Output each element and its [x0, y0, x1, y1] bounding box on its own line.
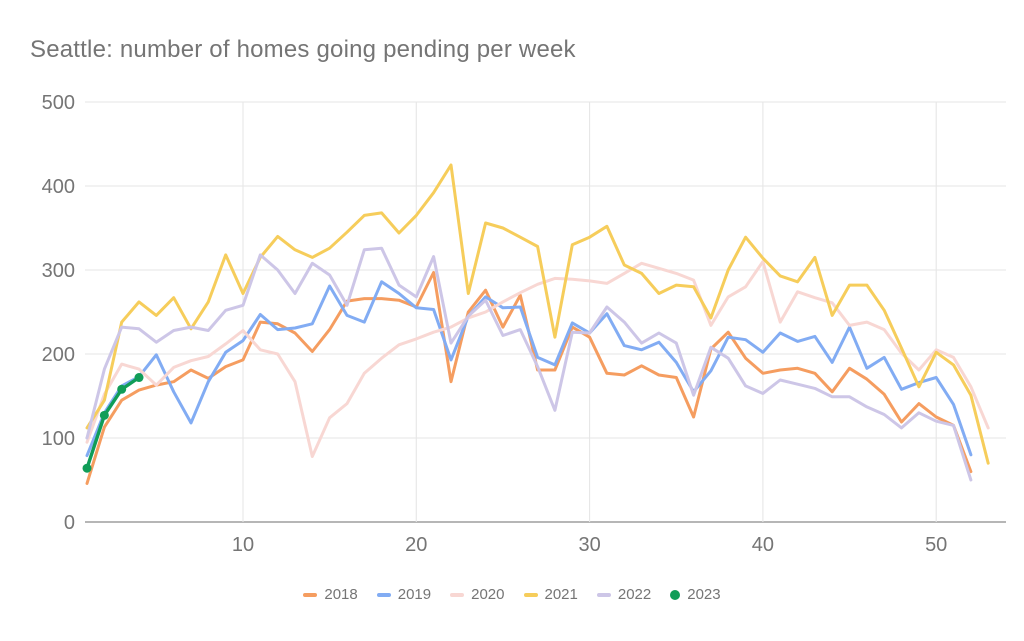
legend-label-2019: 2019 [397, 586, 432, 603]
y-tick-label: 500 [42, 92, 75, 114]
x-tick-label: 30 [578, 534, 600, 556]
series-point-2023 [99, 410, 109, 420]
series-line-2022 [85, 246, 973, 482]
series-point-2023 [117, 384, 127, 394]
legend-item-2023[interactable]: 2023 [670, 586, 721, 603]
series-line-2021 [85, 163, 990, 465]
legend-swatch-2022 [596, 592, 611, 597]
series-line-2019 [85, 280, 973, 458]
legend-swatch-2023 [670, 589, 681, 600]
chart-title: Seattle: number of homes going pending p… [30, 36, 576, 63]
chart-legend: 2018 2019 2020 2021 2022 2023 [0, 586, 1024, 603]
legend-label-2023: 2023 [687, 586, 721, 603]
series-point-2023 [134, 373, 144, 383]
x-tick-label: 40 [752, 534, 774, 556]
y-tick-label: 300 [42, 260, 75, 282]
legend-label-2022: 2022 [617, 586, 652, 603]
x-tick-label: 50 [925, 534, 947, 556]
series-line-2023 [85, 375, 141, 470]
x-tick-label: 20 [405, 534, 427, 556]
series-line-2020 [85, 260, 990, 458]
legend-swatch-2018 [303, 592, 318, 597]
y-tick-label: 100 [42, 428, 75, 450]
legend-item-2022[interactable]: 2022 [596, 586, 652, 603]
legend-item-2021[interactable]: 2021 [523, 586, 578, 603]
legend-item-2019[interactable]: 2019 [376, 586, 432, 603]
series-point-2023 [82, 463, 92, 473]
y-tick-label: 0 [64, 512, 75, 534]
legend-item-2018[interactable]: 2018 [303, 586, 358, 603]
x-tick-label: 10 [232, 534, 254, 556]
legend-label-2020: 2020 [471, 586, 505, 603]
legend-swatch-2020 [450, 592, 465, 597]
legend-item-2020[interactable]: 2020 [450, 586, 505, 603]
legend-swatch-2019 [376, 592, 391, 597]
legend-swatch-2021 [523, 592, 538, 597]
y-tick-label: 400 [42, 176, 75, 198]
legend-label-2021: 2021 [544, 586, 578, 603]
y-tick-label: 200 [42, 344, 75, 366]
legend-label-2018: 2018 [324, 586, 358, 603]
